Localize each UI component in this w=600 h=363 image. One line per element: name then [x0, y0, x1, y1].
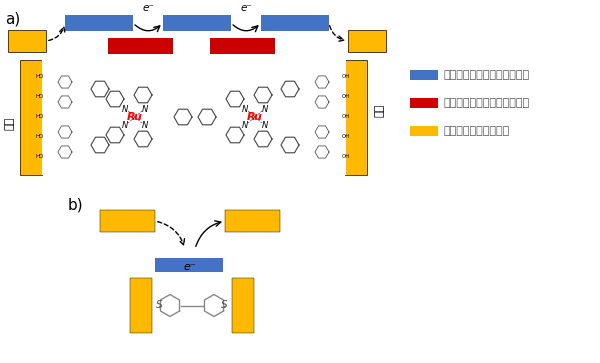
Text: N: N [242, 105, 248, 114]
Text: HO: HO [35, 74, 44, 79]
Bar [155, 258, 223, 272]
Text: N: N [122, 105, 128, 114]
Bar [225, 210, 280, 232]
Text: HO: HO [35, 155, 44, 159]
Text: N: N [262, 121, 268, 130]
Text: 共役構造のエネルギーレベル: 共役構造のエネルギーレベル [443, 70, 529, 80]
Bar [42, 60, 346, 175]
Text: HO: HO [35, 94, 44, 99]
Text: OH: OH [342, 94, 350, 99]
Text: 電極: 電極 [375, 104, 385, 117]
Text: b): b) [68, 198, 83, 213]
Bar [261, 15, 329, 31]
Text: e⁻: e⁻ [142, 3, 154, 13]
Text: OH: OH [342, 114, 350, 119]
Bar [100, 210, 155, 232]
Bar [20, 60, 42, 175]
Text: Ru: Ru [247, 112, 263, 122]
Bar [65, 15, 133, 31]
Bar [410, 98, 438, 108]
Bar [163, 15, 231, 31]
Text: a): a) [5, 12, 20, 27]
Text: N: N [262, 105, 268, 114]
Bar [348, 30, 386, 52]
Text: N: N [122, 121, 128, 130]
Text: OH: OH [342, 135, 350, 139]
Text: e⁻: e⁻ [184, 262, 196, 272]
Bar [345, 60, 367, 175]
Text: OH: OH [342, 155, 350, 159]
Bar [108, 38, 173, 54]
Text: N: N [242, 121, 248, 130]
Text: 電極: 電極 [5, 117, 15, 130]
Text: Ru: Ru [127, 112, 143, 122]
Text: HO: HO [35, 135, 44, 139]
Text: S: S [156, 301, 163, 310]
Bar [8, 30, 46, 52]
Text: OH: OH [342, 74, 350, 79]
Text: 金属原子のエネルギーレベル: 金属原子のエネルギーレベル [443, 98, 529, 108]
Text: N: N [142, 121, 148, 130]
Bar [410, 70, 438, 80]
Text: S: S [221, 301, 228, 310]
Bar [232, 278, 254, 333]
Bar [130, 278, 152, 333]
Text: 電極のフェルミレベル: 電極のフェルミレベル [443, 126, 509, 136]
Text: HO: HO [35, 114, 44, 119]
Text: e⁻: e⁻ [240, 3, 252, 13]
Text: N: N [142, 105, 148, 114]
Bar [410, 126, 438, 136]
Bar [210, 38, 275, 54]
